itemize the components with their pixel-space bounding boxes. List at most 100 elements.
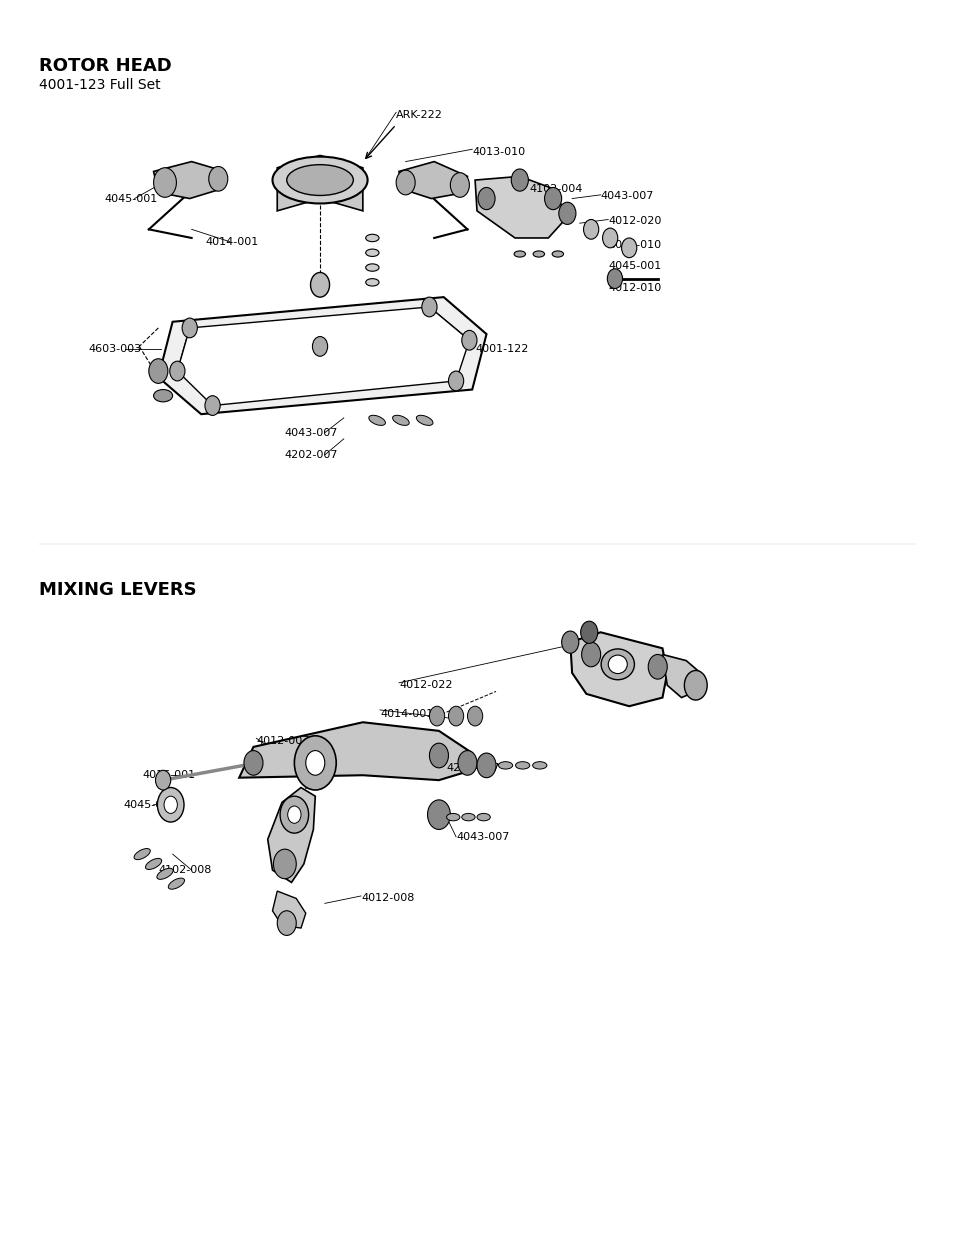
Circle shape bbox=[683, 671, 706, 700]
Circle shape bbox=[244, 751, 263, 776]
Text: 4202-007: 4202-007 bbox=[285, 450, 338, 459]
Circle shape bbox=[157, 788, 184, 823]
Circle shape bbox=[153, 168, 176, 198]
Polygon shape bbox=[158, 298, 486, 414]
Text: ARK-222: ARK-222 bbox=[395, 110, 442, 120]
Circle shape bbox=[429, 743, 448, 768]
Circle shape bbox=[448, 706, 463, 726]
Text: 4202-007: 4202-007 bbox=[446, 763, 499, 773]
Ellipse shape bbox=[532, 762, 546, 769]
Ellipse shape bbox=[552, 251, 563, 257]
Polygon shape bbox=[177, 308, 469, 405]
Circle shape bbox=[311, 273, 329, 298]
Text: 4603-003: 4603-003 bbox=[89, 343, 142, 354]
Ellipse shape bbox=[600, 648, 634, 679]
Text: 4014-001: 4014-001 bbox=[379, 709, 433, 719]
Circle shape bbox=[294, 736, 335, 790]
Polygon shape bbox=[273, 892, 306, 927]
Text: 4012-020: 4012-020 bbox=[608, 216, 661, 226]
Circle shape bbox=[395, 170, 415, 195]
Circle shape bbox=[448, 370, 463, 390]
Polygon shape bbox=[398, 162, 467, 199]
Text: 4045-001: 4045-001 bbox=[104, 194, 157, 204]
Circle shape bbox=[461, 331, 476, 350]
Text: 4012-010: 4012-010 bbox=[608, 284, 660, 294]
Circle shape bbox=[580, 621, 598, 643]
Ellipse shape bbox=[365, 235, 378, 242]
Circle shape bbox=[561, 631, 578, 653]
Circle shape bbox=[558, 203, 576, 225]
Text: 4045-001: 4045-001 bbox=[608, 262, 660, 272]
Circle shape bbox=[511, 169, 528, 191]
Circle shape bbox=[421, 298, 436, 317]
Text: MIXING LEVERS: MIXING LEVERS bbox=[39, 580, 197, 599]
Polygon shape bbox=[268, 788, 314, 883]
Text: 4102-008: 4102-008 bbox=[158, 864, 212, 876]
Ellipse shape bbox=[461, 814, 475, 821]
Ellipse shape bbox=[365, 264, 378, 272]
Circle shape bbox=[450, 173, 469, 198]
Ellipse shape bbox=[476, 814, 490, 821]
Text: 4043-007: 4043-007 bbox=[456, 832, 509, 842]
Text: 4011-010: 4011-010 bbox=[608, 241, 660, 251]
Circle shape bbox=[477, 188, 495, 210]
Circle shape bbox=[583, 220, 598, 240]
Polygon shape bbox=[153, 162, 225, 199]
Circle shape bbox=[274, 850, 296, 879]
Ellipse shape bbox=[273, 157, 367, 204]
Text: 4012-007: 4012-007 bbox=[256, 736, 310, 746]
Text: 4043-007: 4043-007 bbox=[285, 427, 338, 437]
Circle shape bbox=[306, 751, 324, 776]
Polygon shape bbox=[661, 655, 700, 698]
Ellipse shape bbox=[369, 415, 385, 425]
Circle shape bbox=[544, 188, 561, 210]
Ellipse shape bbox=[365, 279, 378, 287]
Circle shape bbox=[647, 655, 666, 679]
Text: 4014-001: 4014-001 bbox=[206, 237, 259, 247]
Ellipse shape bbox=[145, 858, 162, 869]
Ellipse shape bbox=[515, 762, 529, 769]
Text: ROTOR HEAD: ROTOR HEAD bbox=[39, 57, 172, 75]
Ellipse shape bbox=[287, 164, 353, 195]
Text: 4016-001: 4016-001 bbox=[142, 771, 195, 781]
Ellipse shape bbox=[497, 762, 512, 769]
Text: 4102-004: 4102-004 bbox=[529, 184, 582, 194]
Circle shape bbox=[467, 706, 482, 726]
Ellipse shape bbox=[416, 415, 433, 425]
Circle shape bbox=[277, 910, 296, 935]
Text: 4012-022: 4012-022 bbox=[398, 680, 452, 690]
Ellipse shape bbox=[533, 251, 544, 257]
Circle shape bbox=[149, 358, 168, 383]
Text: 4001-123 Full Set: 4001-123 Full Set bbox=[39, 78, 161, 91]
Polygon shape bbox=[475, 177, 567, 238]
Circle shape bbox=[427, 800, 450, 830]
Circle shape bbox=[205, 395, 220, 415]
Ellipse shape bbox=[168, 878, 184, 889]
Circle shape bbox=[209, 167, 228, 191]
Text: 4012-008: 4012-008 bbox=[360, 893, 414, 904]
Circle shape bbox=[164, 797, 177, 814]
Ellipse shape bbox=[514, 251, 525, 257]
Circle shape bbox=[288, 806, 301, 824]
Circle shape bbox=[581, 642, 600, 667]
Ellipse shape bbox=[446, 814, 459, 821]
Circle shape bbox=[170, 361, 185, 380]
Text: 4001-122: 4001-122 bbox=[475, 343, 528, 354]
Text: 4013-010: 4013-010 bbox=[472, 147, 525, 157]
Ellipse shape bbox=[365, 249, 378, 257]
Circle shape bbox=[476, 753, 496, 778]
Polygon shape bbox=[570, 632, 666, 706]
Ellipse shape bbox=[134, 848, 151, 860]
Polygon shape bbox=[239, 722, 472, 781]
Circle shape bbox=[457, 751, 476, 776]
Circle shape bbox=[607, 269, 622, 289]
Polygon shape bbox=[277, 156, 362, 211]
Circle shape bbox=[602, 228, 618, 248]
Circle shape bbox=[280, 797, 309, 834]
Circle shape bbox=[313, 337, 327, 356]
Circle shape bbox=[155, 771, 171, 790]
Circle shape bbox=[429, 706, 444, 726]
Circle shape bbox=[182, 319, 197, 338]
Circle shape bbox=[621, 238, 637, 258]
Text: 4043-007: 4043-007 bbox=[600, 191, 654, 201]
